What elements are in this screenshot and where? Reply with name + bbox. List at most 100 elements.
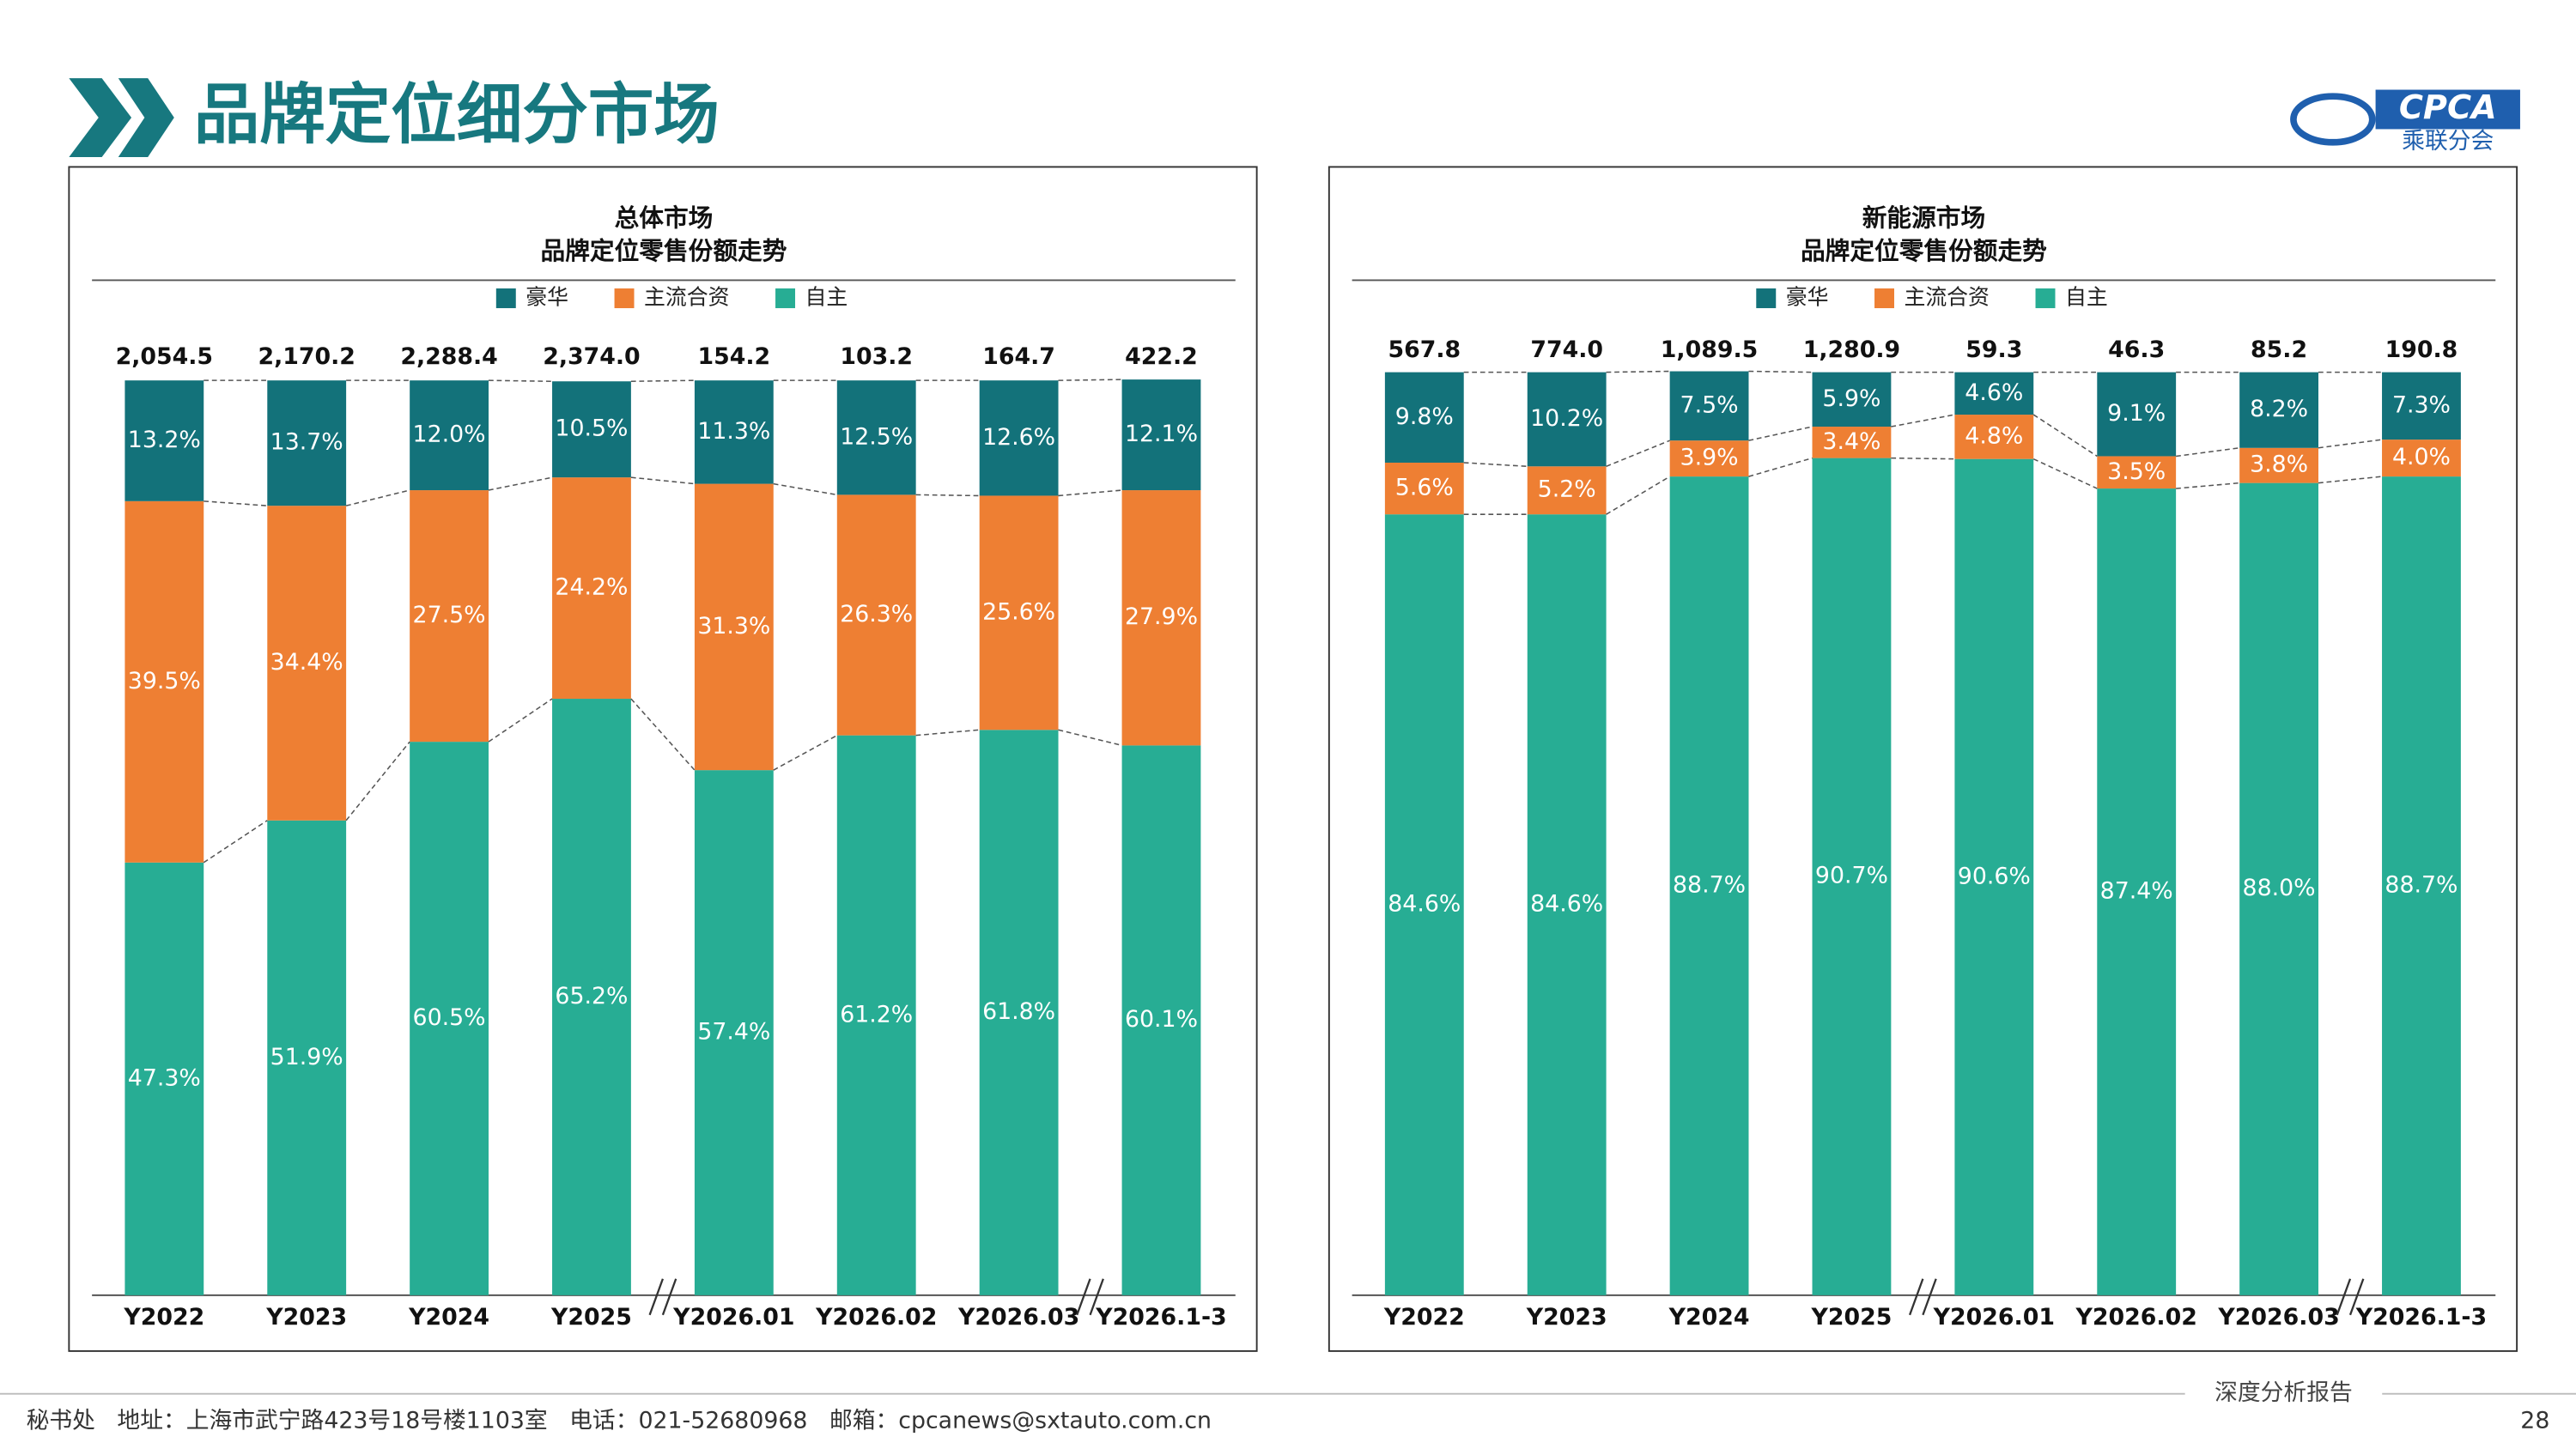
connector bbox=[630, 698, 696, 771]
bar-segment bbox=[410, 380, 489, 491]
bar-segment bbox=[125, 380, 204, 501]
legend-swatch bbox=[1756, 288, 1777, 308]
total-label: 190.8 bbox=[2385, 336, 2458, 363]
legend-label: 自主 bbox=[805, 285, 848, 310]
value-label: 7.3% bbox=[2392, 391, 2451, 418]
x-tick-label: Y2026.01 bbox=[1933, 1304, 2055, 1331]
value-label: 25.6% bbox=[982, 598, 1055, 625]
bar-segment bbox=[1669, 440, 1749, 477]
value-label: 4.0% bbox=[2392, 444, 2451, 470]
bar-segment bbox=[1812, 427, 1892, 458]
connector bbox=[1748, 370, 1813, 373]
chart-title: 新能源市场 bbox=[1862, 203, 1985, 233]
value-label: 5.2% bbox=[1538, 476, 1596, 503]
bar-segment bbox=[552, 381, 631, 478]
bar-segment bbox=[694, 380, 774, 484]
connector bbox=[345, 489, 410, 506]
value-label: 88.0% bbox=[2243, 875, 2316, 901]
bar-segment bbox=[2097, 456, 2177, 489]
value-label: 4.6% bbox=[1965, 379, 2023, 406]
value-label: 57.4% bbox=[697, 1019, 770, 1046]
value-label: 10.5% bbox=[555, 415, 628, 442]
bar-segment bbox=[125, 500, 204, 863]
connector bbox=[630, 476, 696, 485]
panel-frame bbox=[68, 166, 1258, 1352]
x-tick-label: Y2023 bbox=[1526, 1304, 1607, 1331]
value-label: 47.3% bbox=[128, 1064, 201, 1091]
panel-frame bbox=[1327, 166, 2518, 1352]
value-label: 13.7% bbox=[270, 429, 343, 456]
total-label: 774.0 bbox=[1530, 336, 1603, 363]
legend-swatch bbox=[2035, 288, 2056, 308]
logo-en: CPCA bbox=[2399, 88, 2497, 127]
connector bbox=[2318, 476, 2383, 484]
total-label: 164.7 bbox=[982, 343, 1055, 370]
bar-segment bbox=[2097, 488, 2177, 1295]
connector bbox=[488, 476, 553, 491]
total-label: 422.2 bbox=[1125, 343, 1198, 370]
bar-segment bbox=[979, 380, 1059, 496]
value-label: 26.3% bbox=[840, 601, 913, 627]
chart-subtitle: 品牌定位零售份额走势 bbox=[541, 236, 787, 265]
value-label: 27.9% bbox=[1125, 603, 1198, 630]
bar-segment bbox=[1954, 415, 2034, 459]
legend-label: 主流合资 bbox=[1904, 285, 1989, 310]
bar-segment bbox=[694, 483, 774, 771]
legend-swatch bbox=[775, 288, 796, 308]
bar-segment bbox=[1121, 490, 1201, 746]
value-label: 27.5% bbox=[413, 602, 486, 628]
value-label: 51.9% bbox=[270, 1044, 343, 1070]
connector bbox=[1058, 729, 1122, 747]
value-label: 24.2% bbox=[555, 574, 628, 601]
value-label: 84.6% bbox=[1530, 891, 1603, 918]
legend-label: 豪华 bbox=[526, 285, 568, 310]
value-label: 88.7% bbox=[1673, 871, 1746, 898]
legend-label: 主流合资 bbox=[644, 285, 729, 310]
bar-segment bbox=[2239, 482, 2318, 1295]
connector bbox=[488, 379, 553, 383]
logo-cn: 乘联分会 bbox=[2402, 128, 2494, 155]
value-label: 12.1% bbox=[1125, 421, 1198, 447]
value-label: 12.6% bbox=[982, 424, 1055, 451]
value-label: 90.6% bbox=[1958, 863, 2031, 889]
connector bbox=[2176, 482, 2240, 489]
bar-segment bbox=[125, 862, 204, 1295]
total-label: 59.3 bbox=[1965, 336, 2022, 363]
axis-break bbox=[648, 1278, 664, 1316]
x-tick-label: Y2026.02 bbox=[2075, 1304, 2197, 1331]
legend-swatch bbox=[1874, 288, 1894, 308]
slide-title: 品牌定位细分市场 bbox=[194, 77, 720, 154]
value-label: 65.2% bbox=[555, 983, 628, 1009]
connector bbox=[1891, 457, 1955, 460]
x-tick-label: Y2026.1-3 bbox=[1095, 1304, 1226, 1331]
bar-segment bbox=[1384, 372, 1464, 463]
bar-segment bbox=[1527, 466, 1607, 515]
bar-segment bbox=[1384, 462, 1464, 515]
connector bbox=[203, 820, 268, 864]
value-label: 87.4% bbox=[2100, 877, 2173, 904]
value-label: 60.1% bbox=[1125, 1006, 1198, 1033]
connector bbox=[2032, 414, 2098, 458]
x-tick-label: Y2026.03 bbox=[2217, 1304, 2339, 1331]
legend-swatch bbox=[614, 288, 635, 308]
connector bbox=[204, 500, 268, 506]
bar-segment bbox=[1812, 372, 1892, 427]
connector bbox=[1058, 379, 1122, 381]
bar-segment bbox=[552, 699, 631, 1295]
bar-segment bbox=[1669, 476, 1749, 1295]
connector bbox=[1748, 457, 1813, 477]
logo: CPCA 乘联分会 bbox=[2290, 88, 2520, 155]
bar-segment bbox=[694, 770, 774, 1295]
value-label: 3.4% bbox=[1822, 428, 1880, 455]
bar-segment bbox=[2382, 440, 2461, 477]
value-label: 8.2% bbox=[2250, 396, 2308, 422]
value-label: 39.5% bbox=[128, 668, 201, 694]
page-number: 28 bbox=[2520, 1408, 2549, 1434]
value-label: 61.8% bbox=[982, 998, 1055, 1025]
total-label: 2,054.5 bbox=[116, 343, 213, 370]
total-label: 2,170.2 bbox=[258, 343, 355, 370]
total-label: 154.2 bbox=[698, 343, 771, 370]
bar-segment bbox=[267, 820, 347, 1295]
